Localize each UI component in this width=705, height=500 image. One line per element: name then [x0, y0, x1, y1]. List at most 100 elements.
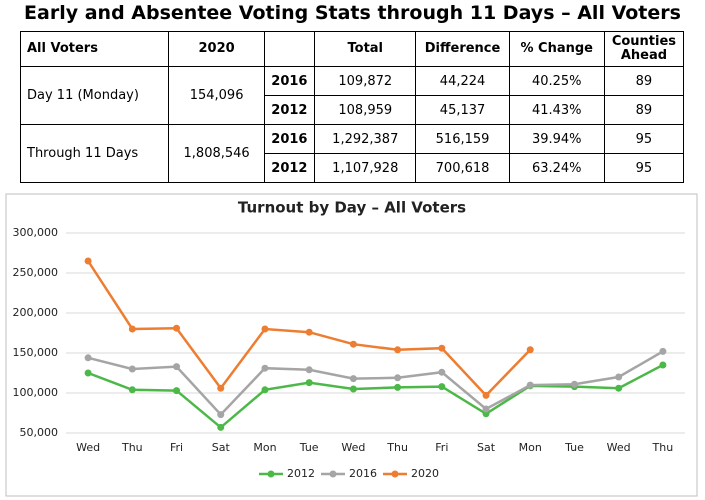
- point: [659, 361, 667, 369]
- chart-title: Turnout by Day – All Voters: [238, 199, 466, 217]
- stats-table: All Voters 2020 Total Difference % Chang…: [19, 31, 685, 183]
- point: [394, 346, 402, 354]
- table-cell: 2016: [263, 66, 316, 96]
- table-row: 2012 108,959 45,137 41.43% 89: [21, 95, 685, 125]
- table-body: Day 11 (Monday) 154,096 2016 109,872 44,224 4…: [19, 66, 685, 183]
- point: [482, 410, 490, 418]
- point: [394, 374, 402, 382]
- table-cell: 89: [603, 66, 685, 96]
- point: [526, 381, 534, 389]
- point: [84, 257, 92, 265]
- point: [659, 347, 667, 355]
- y-tick-label: 300,000: [13, 226, 59, 239]
- point: [615, 373, 623, 381]
- x-tick-label: Fri: [170, 441, 183, 454]
- y-tick-label: 200,000: [13, 306, 59, 319]
- point: [128, 325, 136, 333]
- x-tick-label: Thu: [386, 441, 408, 454]
- point: [349, 375, 357, 383]
- point: [482, 391, 490, 399]
- legend-marker: [329, 470, 337, 478]
- x-tick-label: Thu: [121, 441, 143, 454]
- x-tick-label: Sat: [477, 441, 496, 454]
- x-tick-label: Mon: [519, 441, 542, 454]
- header-cell: All Voters: [19, 31, 170, 67]
- point: [261, 325, 269, 333]
- table-row: 2012 1,107,928 700,618 63.24% 95: [21, 153, 685, 183]
- point: [173, 387, 181, 395]
- point: [173, 363, 181, 371]
- point: [84, 369, 92, 377]
- point: [526, 346, 534, 354]
- legend-label: 2020: [411, 467, 439, 480]
- y-tick-label: 50,000: [20, 426, 59, 439]
- point: [482, 405, 490, 413]
- table-cell: 109,872: [314, 66, 417, 96]
- table-cell: 45,137: [415, 95, 510, 125]
- point: [261, 364, 269, 372]
- point: [217, 423, 225, 431]
- point: [349, 385, 357, 393]
- table-cell: 95: [603, 153, 685, 183]
- x-tick-label: Fri: [435, 441, 448, 454]
- point: [128, 386, 136, 394]
- point: [84, 354, 92, 362]
- point: [349, 340, 357, 348]
- page-title: Early and Absentee Voting Stats through …: [24, 2, 681, 24]
- table-cell: Day 11 (Monday): [19, 66, 170, 125]
- point: [173, 324, 181, 332]
- table-cell: 1,808,546: [168, 124, 265, 183]
- point: [394, 383, 402, 391]
- header-cell: [263, 31, 316, 67]
- x-tick-label: Tue: [564, 441, 584, 454]
- table-cell: 700,618: [415, 153, 510, 183]
- x-tick-label: Sat: [212, 441, 231, 454]
- legend-marker: [391, 470, 399, 478]
- point: [615, 384, 623, 392]
- legend-marker: [267, 470, 275, 478]
- header-cell: 2020: [168, 31, 265, 67]
- table-cell: 2012: [263, 95, 316, 125]
- header-cell: % Change: [508, 31, 605, 67]
- point: [438, 368, 446, 376]
- y-tick-label: 100,000: [13, 386, 59, 399]
- table-cell: 63.24%: [508, 153, 605, 183]
- point: [128, 365, 136, 373]
- table-cell: 2016: [263, 124, 316, 154]
- point: [438, 344, 446, 352]
- table-cell: 44,224: [415, 66, 510, 96]
- legend-label: 2012: [287, 467, 315, 480]
- table-cell: 1,107,928: [314, 153, 417, 183]
- point: [217, 411, 225, 419]
- header-cell: Counties Ahead: [603, 31, 685, 67]
- x-tick-label: Wed: [341, 441, 365, 454]
- point: [217, 384, 225, 392]
- table-cell: 39.94%: [508, 124, 605, 154]
- y-tick-label: 150,000: [13, 346, 59, 359]
- header-cell: Total: [314, 31, 417, 67]
- legend-label: 2016: [349, 467, 377, 480]
- point: [438, 383, 446, 391]
- series-line: [87, 260, 532, 398]
- y-tick-label: 250,000: [13, 266, 59, 279]
- point: [305, 366, 313, 374]
- x-tick-label: Mon: [253, 441, 276, 454]
- point: [305, 379, 313, 387]
- table-cell: 2012: [263, 153, 316, 183]
- table-cell: Through 11 Days: [19, 124, 170, 183]
- table-cell: 89: [603, 95, 685, 125]
- series-line: [87, 363, 664, 430]
- point: [305, 328, 313, 336]
- chart-frame: [5, 193, 698, 497]
- table-cell: 108,959: [314, 95, 417, 125]
- series-line: [87, 350, 664, 417]
- point: [261, 386, 269, 394]
- x-tick-label: Tue: [299, 441, 319, 454]
- x-tick-label: Wed: [607, 441, 631, 454]
- point: [570, 380, 578, 388]
- x-tick-label: Thu: [652, 441, 674, 454]
- table-row: Through 11 Days 1,808,546 2016 1,292,387 516…: [19, 124, 685, 183]
- x-tick-label: Wed: [76, 441, 100, 454]
